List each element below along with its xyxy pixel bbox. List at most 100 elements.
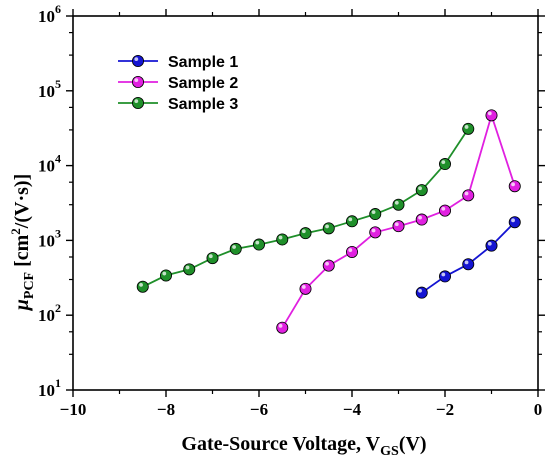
y-tick-exp: 5 <box>55 77 61 91</box>
data-point <box>136 280 149 293</box>
data-point-highlight <box>487 111 492 116</box>
y-tick-exp: 1 <box>55 376 61 390</box>
data-point <box>369 208 382 221</box>
data-point-fill <box>322 222 335 235</box>
legend-label: Sample 3 <box>168 96 238 113</box>
data-point <box>159 269 172 282</box>
data-point <box>415 184 428 197</box>
series-line <box>421 221 516 294</box>
data-point <box>392 198 405 211</box>
data-point <box>392 220 405 233</box>
data-point-highlight <box>441 160 446 165</box>
data-point <box>462 258 475 271</box>
data-point <box>485 109 498 122</box>
data-point <box>438 204 451 217</box>
data-point-highlight <box>394 200 399 205</box>
data-point-fill <box>369 208 382 221</box>
x-tick-label: −6 <box>250 400 268 419</box>
y-axis-title-mu: μ <box>11 299 33 311</box>
data-point <box>299 227 312 240</box>
data-point-fill <box>299 227 312 240</box>
data-point <box>345 215 358 228</box>
data-point <box>508 216 521 229</box>
y-tick-exp: 4 <box>55 152 61 166</box>
x-tick-label: −4 <box>343 400 362 419</box>
y-tick-base: 10 <box>38 82 55 101</box>
data-point <box>299 282 312 295</box>
y-axis-title-sub: PCF <box>22 272 37 299</box>
y-tick-base: 10 <box>38 157 55 176</box>
data-point-fill <box>415 184 428 197</box>
data-point-highlight <box>348 248 353 252</box>
x-tick-label: 0 <box>534 400 543 419</box>
data-point-fill <box>508 216 521 229</box>
plot-frame <box>72 15 539 391</box>
data-point <box>322 222 335 235</box>
y-tick-base: 10 <box>38 306 55 325</box>
y-axis-title: μPCF [cm2/(V·s)] <box>8 174 37 311</box>
legend-label: Sample 1 <box>168 54 238 71</box>
data-point <box>485 239 498 252</box>
data-point <box>462 122 475 135</box>
legend-marker-fill <box>131 76 144 89</box>
data-point-fill <box>369 226 382 239</box>
y-tick-exp: 2 <box>55 301 61 315</box>
data-point <box>322 259 335 272</box>
data-point <box>229 242 242 255</box>
x-axis-title-sub: GS <box>380 444 399 459</box>
legend-marker-fill <box>131 55 144 68</box>
data-point <box>369 226 382 239</box>
data-point-fill <box>229 242 242 255</box>
data-point-fill <box>136 280 149 293</box>
legend-marker-highlight <box>134 78 139 82</box>
series-2 <box>276 109 521 334</box>
data-point-highlight <box>325 261 329 266</box>
data-point-fill <box>322 259 335 272</box>
data-point <box>206 252 219 265</box>
data-point-highlight <box>278 323 283 328</box>
data-point-highlight <box>511 218 515 223</box>
data-point <box>276 233 289 246</box>
legend-marker <box>131 97 144 110</box>
data-point-highlight <box>418 186 422 191</box>
y-tick-label: 101 <box>38 376 61 400</box>
data-point-highlight <box>441 206 446 211</box>
series-line <box>142 128 470 288</box>
y-tick-exp: 6 <box>55 2 61 16</box>
legend-item-3: Sample 3 <box>118 96 238 113</box>
x-tick-label: −10 <box>60 400 87 419</box>
data-point-highlight <box>487 241 492 246</box>
y-tick-label: 102 <box>38 301 61 325</box>
x-axis-title-tail: (V) <box>399 433 427 455</box>
data-point <box>508 180 521 193</box>
y-tick-base: 10 <box>38 7 55 26</box>
data-point-highlight <box>278 235 283 240</box>
data-point <box>438 158 451 171</box>
y-tick-label: 104 <box>38 152 61 176</box>
data-point <box>415 286 428 299</box>
data-point-highlight <box>511 182 515 187</box>
data-point-highlight <box>232 245 236 249</box>
data-point-highlight <box>162 271 167 276</box>
y-tick-exp: 3 <box>55 226 61 240</box>
data-point-fill <box>415 286 428 299</box>
y-tick-label: 106 <box>38 2 61 26</box>
series-3 <box>136 122 475 293</box>
data-point-highlight <box>464 191 469 196</box>
data-point-fill <box>159 269 172 282</box>
legend-item-2: Sample 2 <box>118 75 238 92</box>
data-point-fill <box>438 204 451 217</box>
data-point-fill <box>392 198 405 211</box>
data-point-fill <box>345 215 358 228</box>
data-point-fill <box>462 258 475 271</box>
data-point-fill <box>462 189 475 202</box>
y-axis-title-tail: /(V·s)] <box>11 174 33 229</box>
data-point-fill <box>183 263 196 276</box>
data-point-fill <box>392 220 405 233</box>
data-point-fill <box>299 282 312 295</box>
legend-label: Sample 2 <box>168 75 238 92</box>
legend: Sample 1 Sample 2 Sample 3 <box>118 54 238 113</box>
series-layer <box>136 109 521 334</box>
